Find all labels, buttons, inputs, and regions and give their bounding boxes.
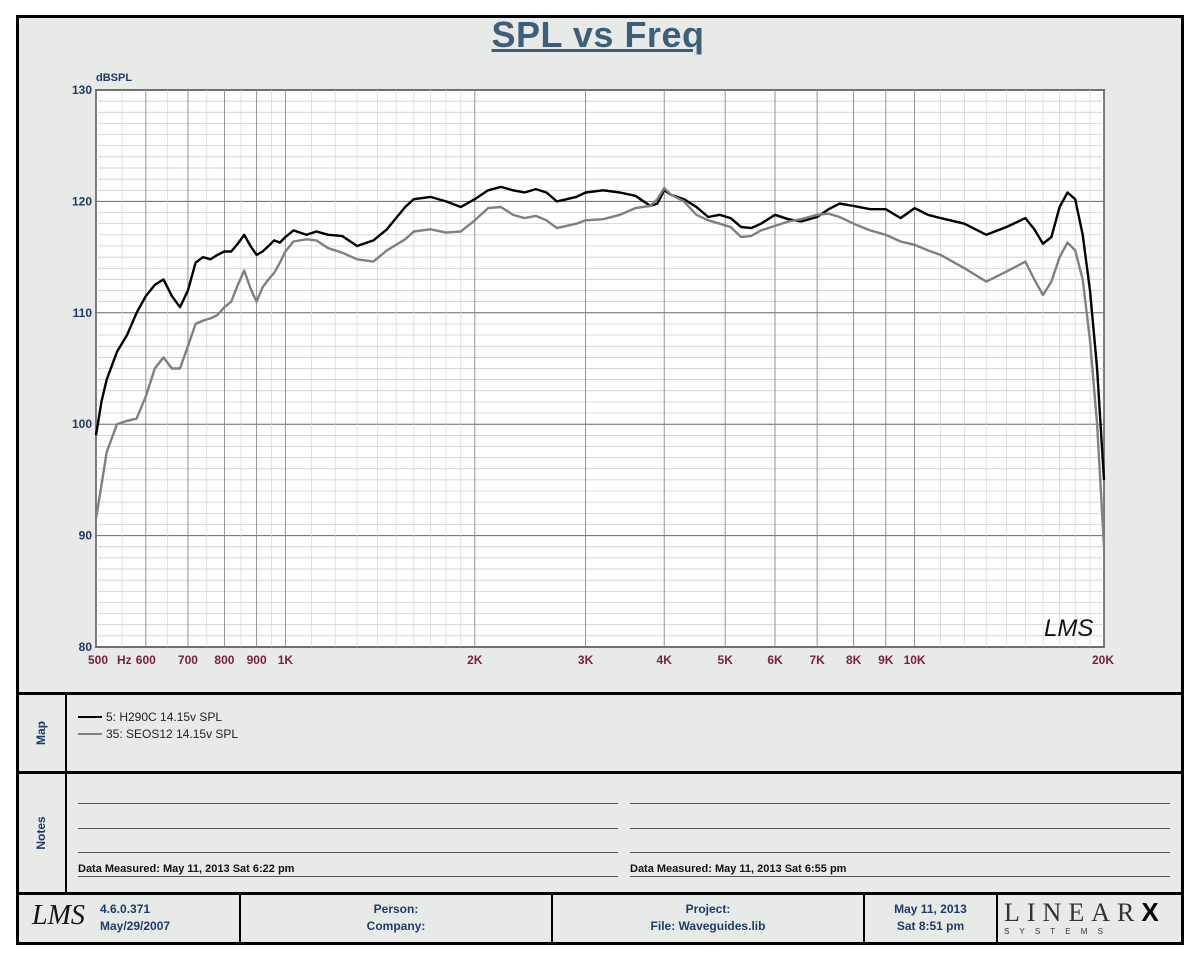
y-tick-label: 120	[72, 194, 92, 208]
note-line	[78, 852, 618, 853]
grid	[95, 89, 1105, 648]
legend-swatch-2	[78, 732, 102, 735]
x-tick-label: 10K	[904, 653, 926, 667]
project-info: Project: File: Waveguides.lib	[553, 901, 863, 947]
y-tick-label: 130	[72, 83, 92, 97]
x-tick-label: 3K	[578, 653, 594, 667]
brand-subtitle: S Y S T E M S	[1004, 927, 1107, 936]
series-line-2	[94, 186, 1106, 547]
file-label: File: Waveguides.lib	[650, 919, 766, 933]
legend: 5: H290C 14.15v SPL 35: SEOS12 14.15v SP…	[78, 708, 238, 742]
project-label: Project:	[685, 902, 731, 916]
person-company: Person: Company:	[241, 901, 551, 947]
x-tick-label: 6K	[767, 653, 783, 667]
series-line-1	[94, 185, 1106, 480]
legend-swatch-1	[78, 715, 102, 718]
x-tick-label: 4K	[657, 653, 673, 667]
company-label: Company:	[366, 919, 426, 933]
x-tick-label: 600	[136, 653, 156, 667]
legend-label-1: 5: H290C 14.15v SPL	[106, 709, 223, 724]
note-line	[78, 828, 618, 829]
report-time: Sat 8:51 pm	[896, 919, 965, 933]
note-line	[78, 803, 618, 804]
separator-map-top	[19, 692, 1181, 695]
separator-notes-top	[19, 771, 1181, 774]
x-tick-label: 5K	[718, 653, 734, 667]
note-line	[630, 876, 1170, 877]
chart-lms-logo: LMS	[1044, 615, 1093, 642]
version-info: 4.6.0.371 May/29/2007	[100, 901, 230, 947]
note-line	[630, 828, 1170, 829]
spl-chart: 80 90 100 110 120 130 500 600 700 800 900 1K 2K 3K 4K 5…	[72, 83, 1114, 667]
axis-ticks: 80 90 100 110 120 130 500 600 700 800 900 1K 2K 3K 4K 5…	[72, 83, 1114, 667]
footer-lms-logo: LMS	[32, 900, 85, 931]
version-date: May/29/2007	[100, 919, 171, 933]
x-tick-label: 7K	[809, 653, 825, 667]
footer-divider	[239, 895, 241, 942]
right-data-measured: Data Measured: May 11, 2013 Sat 6:55 pm	[630, 863, 847, 875]
legend-label-2: 35: SEOS12 14.15v SPL	[106, 726, 239, 741]
x-tick-label: 20K	[1092, 653, 1114, 667]
version-number: 4.6.0.371	[100, 902, 151, 916]
separator-footer-top	[19, 892, 1181, 895]
note-line	[78, 876, 618, 877]
y-tick-label: 100	[72, 417, 92, 431]
note-line	[630, 852, 1170, 853]
series-lines	[94, 185, 1106, 547]
linearx-logo: LINEARX S Y S T E M S	[1004, 898, 1174, 936]
report-date: May 11, 2013	[894, 902, 967, 916]
report-datetime: May 11, 2013 Sat 8:51 pm	[865, 901, 996, 947]
y-tick-label: 110	[73, 306, 93, 320]
x-tick-label: 1K	[278, 653, 294, 667]
x-tick-label: 9K	[878, 653, 894, 667]
chart-title: SPL vs Freq	[491, 14, 705, 55]
side-column-divider	[65, 695, 67, 892]
x-tick-label: 2K	[467, 653, 483, 667]
person-label: Person:	[373, 902, 419, 916]
y-tick-label: 80	[79, 640, 93, 654]
x-tick-label: 900	[247, 653, 267, 667]
x-tick-label: 500	[88, 653, 108, 667]
x-tick-label: 700	[178, 653, 198, 667]
notes-label: Notes	[34, 816, 48, 850]
brand-name: LINEAR	[1004, 898, 1142, 927]
footer-divider	[996, 895, 998, 942]
y-tick-label: 90	[79, 529, 93, 543]
brand-mark: X	[1141, 897, 1159, 927]
x-tick-label: 800	[214, 653, 234, 667]
footer-divider	[551, 895, 553, 942]
footer-divider	[863, 895, 865, 942]
legend-item-1: 5: H290C 14.15v SPL	[78, 708, 238, 725]
x-tick-label: 8K	[846, 653, 862, 667]
map-label: Map	[34, 721, 48, 745]
left-data-measured: Data Measured: May 11, 2013 Sat 6:22 pm	[78, 863, 295, 875]
x-axis-unit: Hz	[117, 653, 132, 667]
y-axis-unit: dBSPL	[96, 72, 133, 84]
note-line	[630, 803, 1170, 804]
legend-item-2: 35: SEOS12 14.15v SPL	[78, 725, 238, 742]
